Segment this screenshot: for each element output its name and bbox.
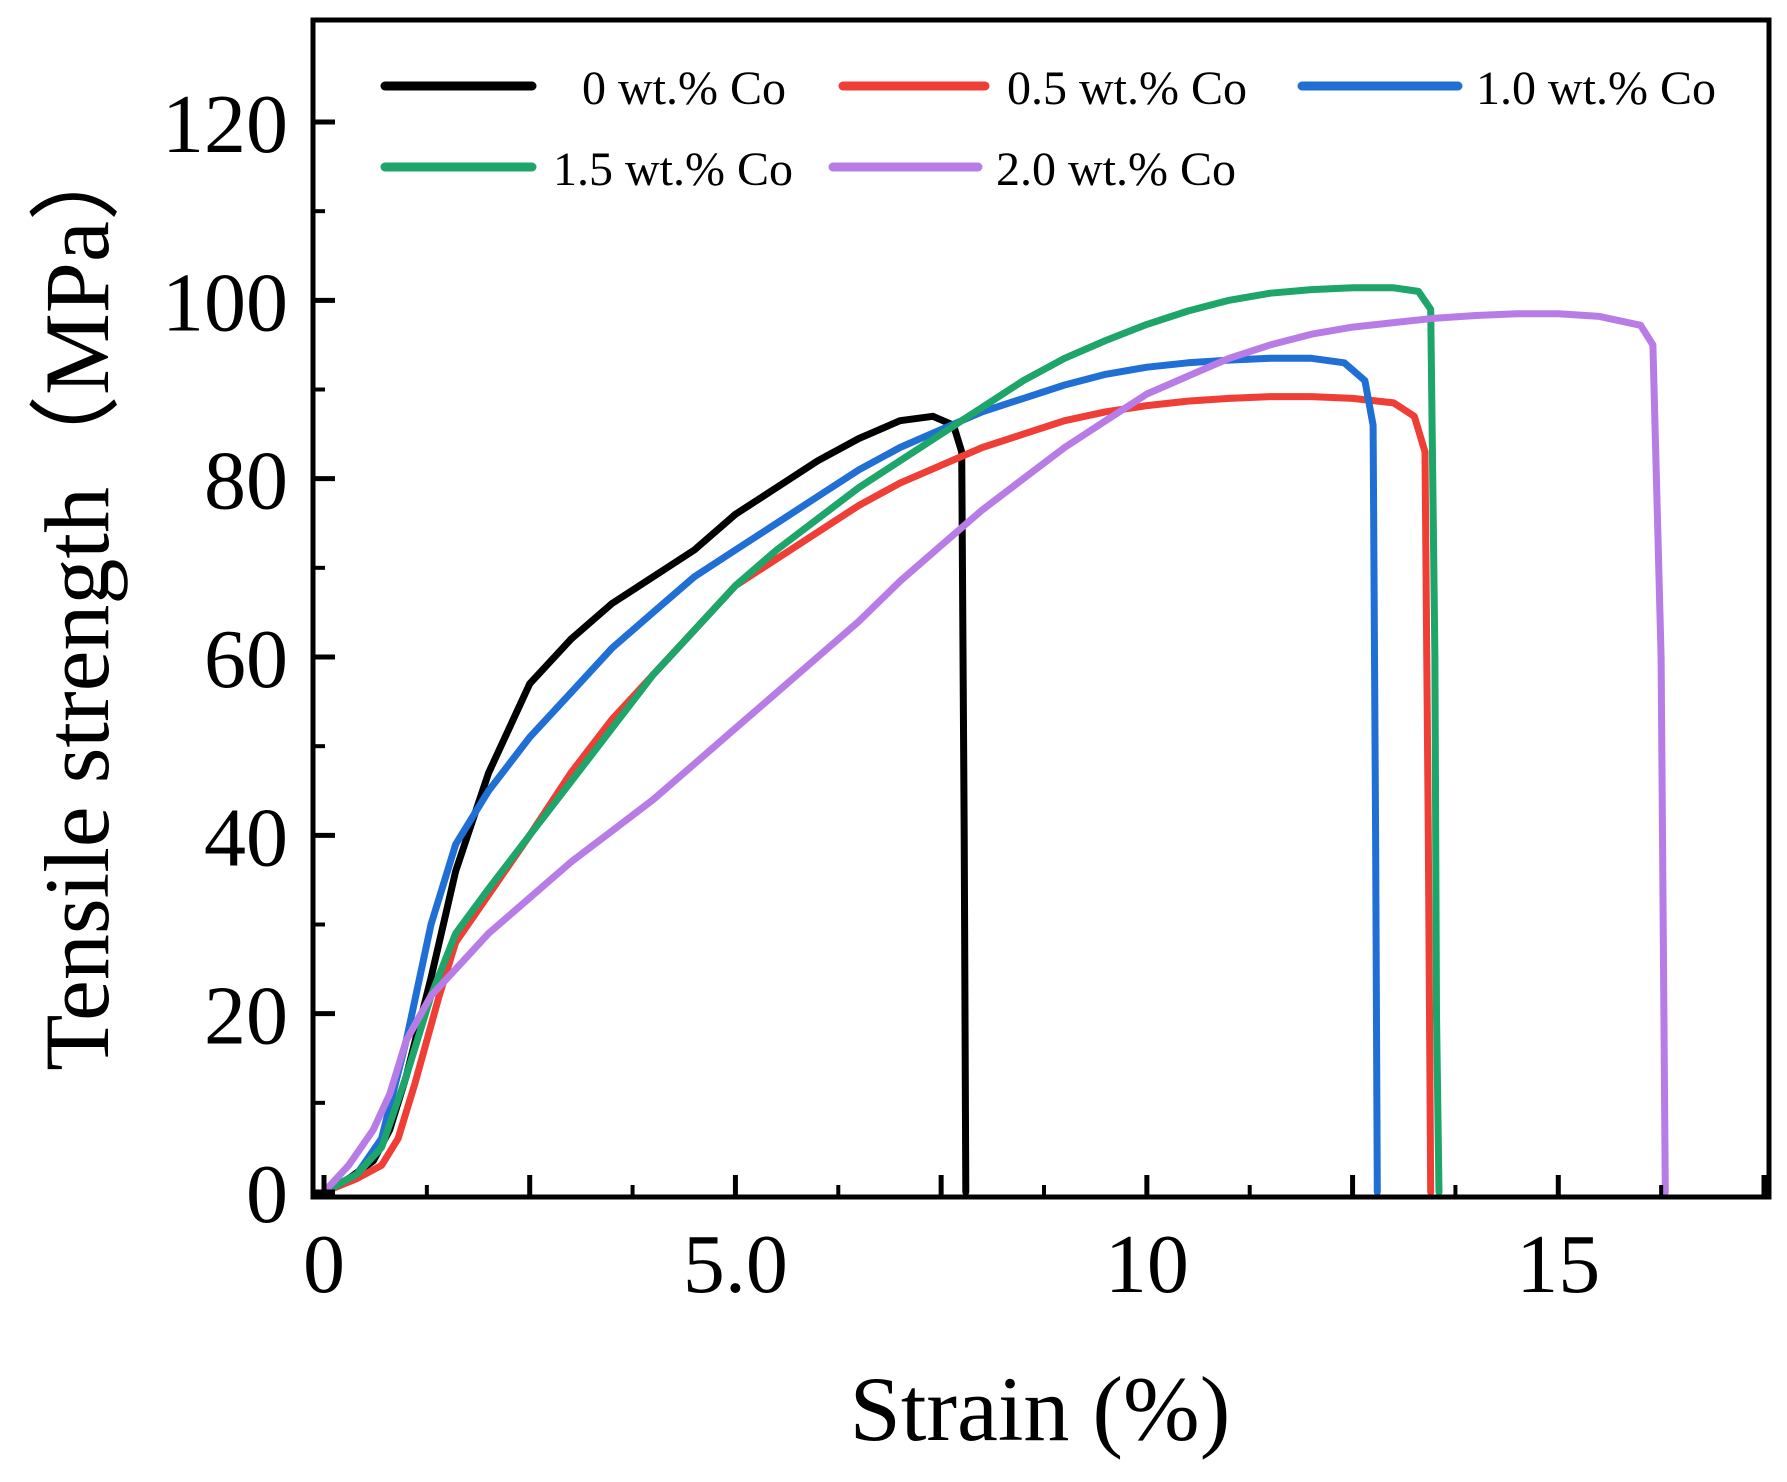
y-tick-label: 60 <box>204 613 288 706</box>
x-axis-title: Strain (%) <box>850 1358 1231 1460</box>
legend: 0 wt.% Co 0.5 wt.% Co 1.0 wt.% Co 1.5 wt.% … <box>380 62 1716 196</box>
y-tick-label: 40 <box>204 791 288 884</box>
y-tick-label: 0 <box>246 1148 288 1241</box>
series-layer <box>320 284 1669 1196</box>
x-tick-label: 15 <box>1516 1218 1600 1311</box>
y-tick-label: 100 <box>162 256 288 349</box>
x-tick-label: 0 <box>303 1218 345 1311</box>
x-tick-label: 10 <box>1105 1218 1189 1311</box>
legend-label-1: 0.5 wt.% Co <box>1007 62 1247 115</box>
plot-frame <box>310 17 1772 1200</box>
legend-label-2: 1.0 wt.% Co <box>1476 62 1716 115</box>
legend-label-0: 0 wt.% Co <box>582 62 786 115</box>
y-tick-label: 20 <box>204 970 288 1063</box>
y-axis-title: Tensile strength（MPa） <box>26 129 128 1071</box>
series-line-4 <box>320 310 1669 1196</box>
legend-label-4: 2.0 wt.% Co <box>996 143 1236 196</box>
ticks-layer: 0 5.0 10 15 0 20 40 60 80 100 120 <box>162 78 1767 1311</box>
x-tick-label: 5.0 <box>683 1218 788 1311</box>
series-line-3 <box>320 284 1443 1196</box>
y-tick-label: 80 <box>204 435 288 528</box>
legend-label-3: 1.5 wt.% Co <box>553 143 793 196</box>
y-tick-label: 120 <box>162 78 288 171</box>
series-line-1 <box>320 393 1435 1196</box>
series-line-2 <box>320 354 1381 1196</box>
